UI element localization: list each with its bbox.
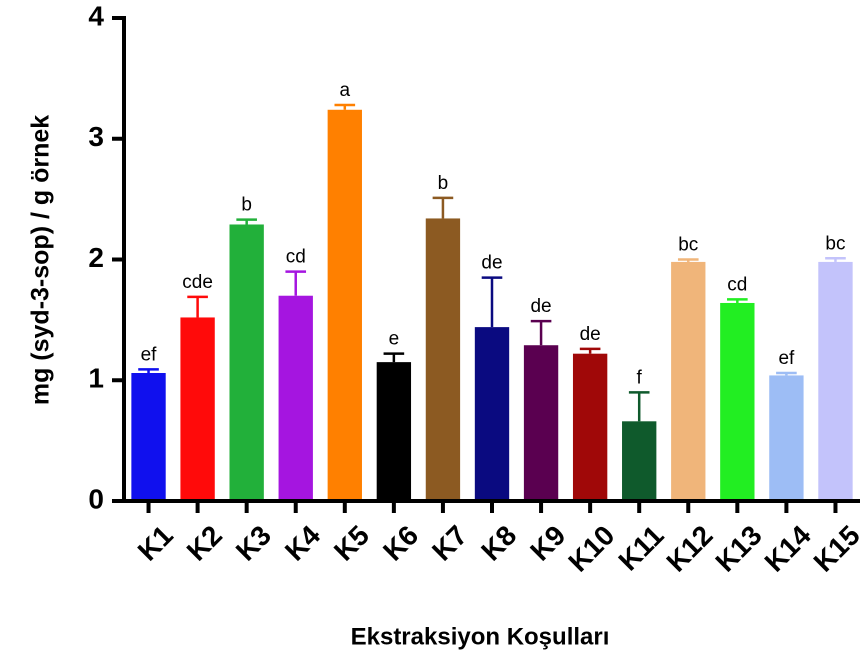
annotation: bc [678, 235, 698, 256]
y-axis-label: mg (syd-3-sop) / g örnek [27, 115, 55, 405]
annotation: cde [182, 272, 213, 293]
annotation: de [530, 296, 551, 317]
x-axis-label: Ekstraksiyon Koşulları [351, 623, 610, 650]
x-tick-label: K10 [562, 519, 620, 577]
x-tick-label: K9 [524, 519, 571, 566]
annotation: cd [727, 274, 747, 295]
y-tick-label: 3 [88, 121, 104, 152]
bar [720, 302, 755, 501]
annotation: de [481, 253, 502, 274]
x-tick-label: K5 [328, 519, 375, 566]
annotation: e [389, 329, 400, 350]
bar [572, 353, 608, 501]
bar [376, 362, 412, 501]
x-tick-label: K2 [181, 519, 228, 566]
bar [229, 224, 264, 502]
annotation: b [438, 173, 449, 194]
annotation: ef [141, 344, 158, 365]
annotation: f [637, 367, 643, 388]
x-tick-label: K8 [475, 519, 522, 566]
annotation: bc [825, 233, 845, 254]
x-tick-label: K12 [660, 519, 718, 577]
bar [131, 373, 166, 501]
x-tick-label: K1 [132, 519, 179, 566]
annotation: ef [778, 348, 795, 369]
x-tick-label: K11 [612, 519, 669, 576]
x-tick-label: K13 [709, 519, 767, 577]
y-tick-label: 4 [88, 0, 104, 31]
bar [425, 218, 461, 501]
x-tick-label: K6 [377, 519, 424, 566]
bar [671, 261, 706, 501]
x-tick-label: K14 [759, 519, 818, 578]
y-tick-label: 1 [88, 363, 104, 394]
y-tick-label: 2 [88, 242, 104, 273]
bar [769, 375, 804, 501]
annotation: a [340, 80, 351, 101]
x-tick-label: K4 [279, 519, 327, 567]
x-tick-label: K15 [808, 519, 862, 577]
annotation: b [241, 195, 252, 216]
bar [327, 109, 362, 502]
x-tick-label: K7 [426, 519, 473, 566]
y-tick-label: 0 [88, 483, 104, 514]
bar [180, 317, 215, 501]
annotation: cd [286, 247, 306, 268]
bar [278, 295, 313, 501]
x-tick-label: K3 [230, 519, 277, 566]
bar [474, 327, 510, 501]
bar [622, 421, 657, 501]
bar [523, 345, 559, 501]
annotation: de [580, 324, 601, 345]
bar [818, 261, 853, 501]
